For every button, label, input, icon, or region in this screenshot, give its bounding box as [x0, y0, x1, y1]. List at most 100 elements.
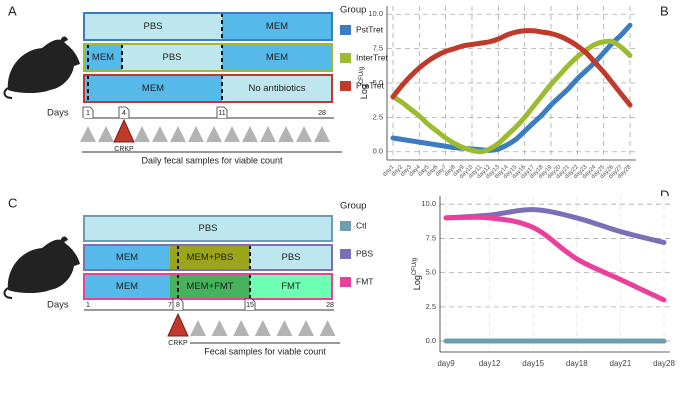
legend-swatch	[340, 277, 351, 287]
y-tick-label: 2.5	[373, 112, 383, 121]
treatment-segment	[250, 274, 332, 299]
treatment-label: MEM	[116, 252, 138, 263]
panel-label: D	[660, 187, 669, 202]
x-tick-label: day28	[653, 359, 675, 368]
sample-triangle	[134, 126, 150, 142]
treatment-segment	[222, 75, 332, 102]
day-label: 1	[86, 302, 90, 309]
days-label: Days	[47, 108, 69, 119]
mouse-body	[7, 36, 80, 93]
series-line	[443, 214, 667, 303]
y-axis-label-base: Log	[412, 275, 422, 290]
treatment-label: PBS	[281, 252, 300, 263]
mouse-tail	[3, 87, 13, 99]
treatment-label: MEM	[266, 21, 288, 32]
y-axis-label-sup: CFU/g	[359, 67, 365, 84]
day-label: 28	[326, 302, 334, 309]
day-marker	[172, 298, 184, 310]
panel-label: C	[8, 195, 17, 210]
treatment-segment	[122, 44, 222, 71]
sample-triangle	[278, 126, 294, 142]
panel-label: B	[660, 3, 669, 18]
sample-triangle	[98, 126, 114, 142]
day-marker	[118, 106, 130, 118]
legend-swatch	[340, 249, 351, 259]
legend-label: InterTret	[356, 52, 388, 62]
x-tick-label: day15	[522, 359, 544, 368]
sample-triangle	[254, 320, 271, 336]
days-label: Days	[47, 300, 69, 311]
sample-triangle	[260, 126, 276, 142]
row-border	[83, 43, 333, 72]
day-label: 11	[218, 110, 225, 117]
legend-swatch	[340, 25, 351, 35]
y-axis-label-sup: CFU/g	[412, 258, 418, 275]
legend-swatch	[340, 221, 351, 231]
y-axis-label-base: Log	[359, 84, 369, 99]
row-border	[83, 12, 333, 41]
row-border	[83, 215, 333, 242]
challenge-triangle	[167, 312, 189, 337]
sample-triangle	[233, 320, 250, 336]
treatment-segment	[250, 245, 332, 270]
mouse-icon	[3, 236, 80, 299]
sample-triangle	[170, 126, 186, 142]
treatment-segment	[84, 216, 332, 241]
treatment-label: MEM	[116, 281, 138, 292]
sample-triangle	[319, 320, 336, 336]
sample-triangle	[190, 320, 206, 336]
treatment-segment	[84, 44, 122, 71]
challenge-triangle	[113, 118, 135, 143]
treatment-segment	[170, 245, 250, 270]
sample-triangle	[211, 320, 228, 336]
mouse-icon	[3, 36, 80, 99]
sample-triangle	[80, 126, 96, 142]
legend-label: PreTret	[356, 80, 385, 90]
legend-title: Group	[340, 5, 366, 16]
y-axis-label: LogCFU/g	[412, 258, 423, 290]
treatment-label: FMT	[281, 281, 301, 292]
treatment-label: PBS	[162, 52, 181, 63]
treatment-segment	[84, 75, 222, 102]
legend-swatch	[340, 53, 351, 63]
sampling-label: Fecal samples for viable count	[204, 346, 326, 356]
day-marker	[244, 298, 256, 310]
y-tick-label: 0.0	[426, 336, 436, 345]
y-tick-label: 2.5	[426, 302, 436, 311]
sample-triangle	[314, 126, 330, 142]
treatment-label: PBS	[143, 21, 162, 32]
y-tick-label: 5.0	[426, 268, 436, 277]
y-tick-label: 10.0	[368, 9, 383, 18]
day-label: 15	[246, 302, 254, 309]
treatment-segment	[222, 13, 332, 40]
treatment-label: PBS	[198, 223, 217, 234]
series-line	[390, 38, 633, 155]
legend-label: FMT	[356, 276, 373, 286]
treatment-label: MEM+FMT	[186, 281, 233, 292]
treatment-label: MEM	[142, 83, 164, 94]
legend-label: PBS	[356, 248, 373, 258]
day-label: 1	[86, 110, 90, 117]
sample-triangle	[224, 126, 240, 142]
row-border	[83, 74, 333, 103]
treatment-segment	[170, 274, 250, 299]
y-tick-label: 7.5	[426, 233, 436, 242]
row-border	[83, 273, 333, 300]
legend-swatch	[340, 81, 351, 91]
challenge-label: CRKP	[168, 340, 188, 347]
day-marker	[82, 106, 94, 118]
legend-label: Ctl	[356, 220, 367, 230]
y-tick-label: 0.0	[373, 147, 383, 156]
series-line	[390, 28, 633, 108]
series-line	[390, 22, 633, 153]
y-tick-label: 5.0	[373, 78, 383, 87]
y-tick-label: 10.0	[421, 199, 436, 208]
treatment-label: No antibiotics	[248, 83, 305, 94]
sample-triangle	[296, 126, 312, 142]
day-label: 8	[176, 302, 180, 309]
day-label: 7	[168, 302, 172, 309]
legend-label: PstTret	[356, 24, 384, 34]
plot-area	[440, 196, 670, 352]
mouse-body	[7, 236, 80, 293]
